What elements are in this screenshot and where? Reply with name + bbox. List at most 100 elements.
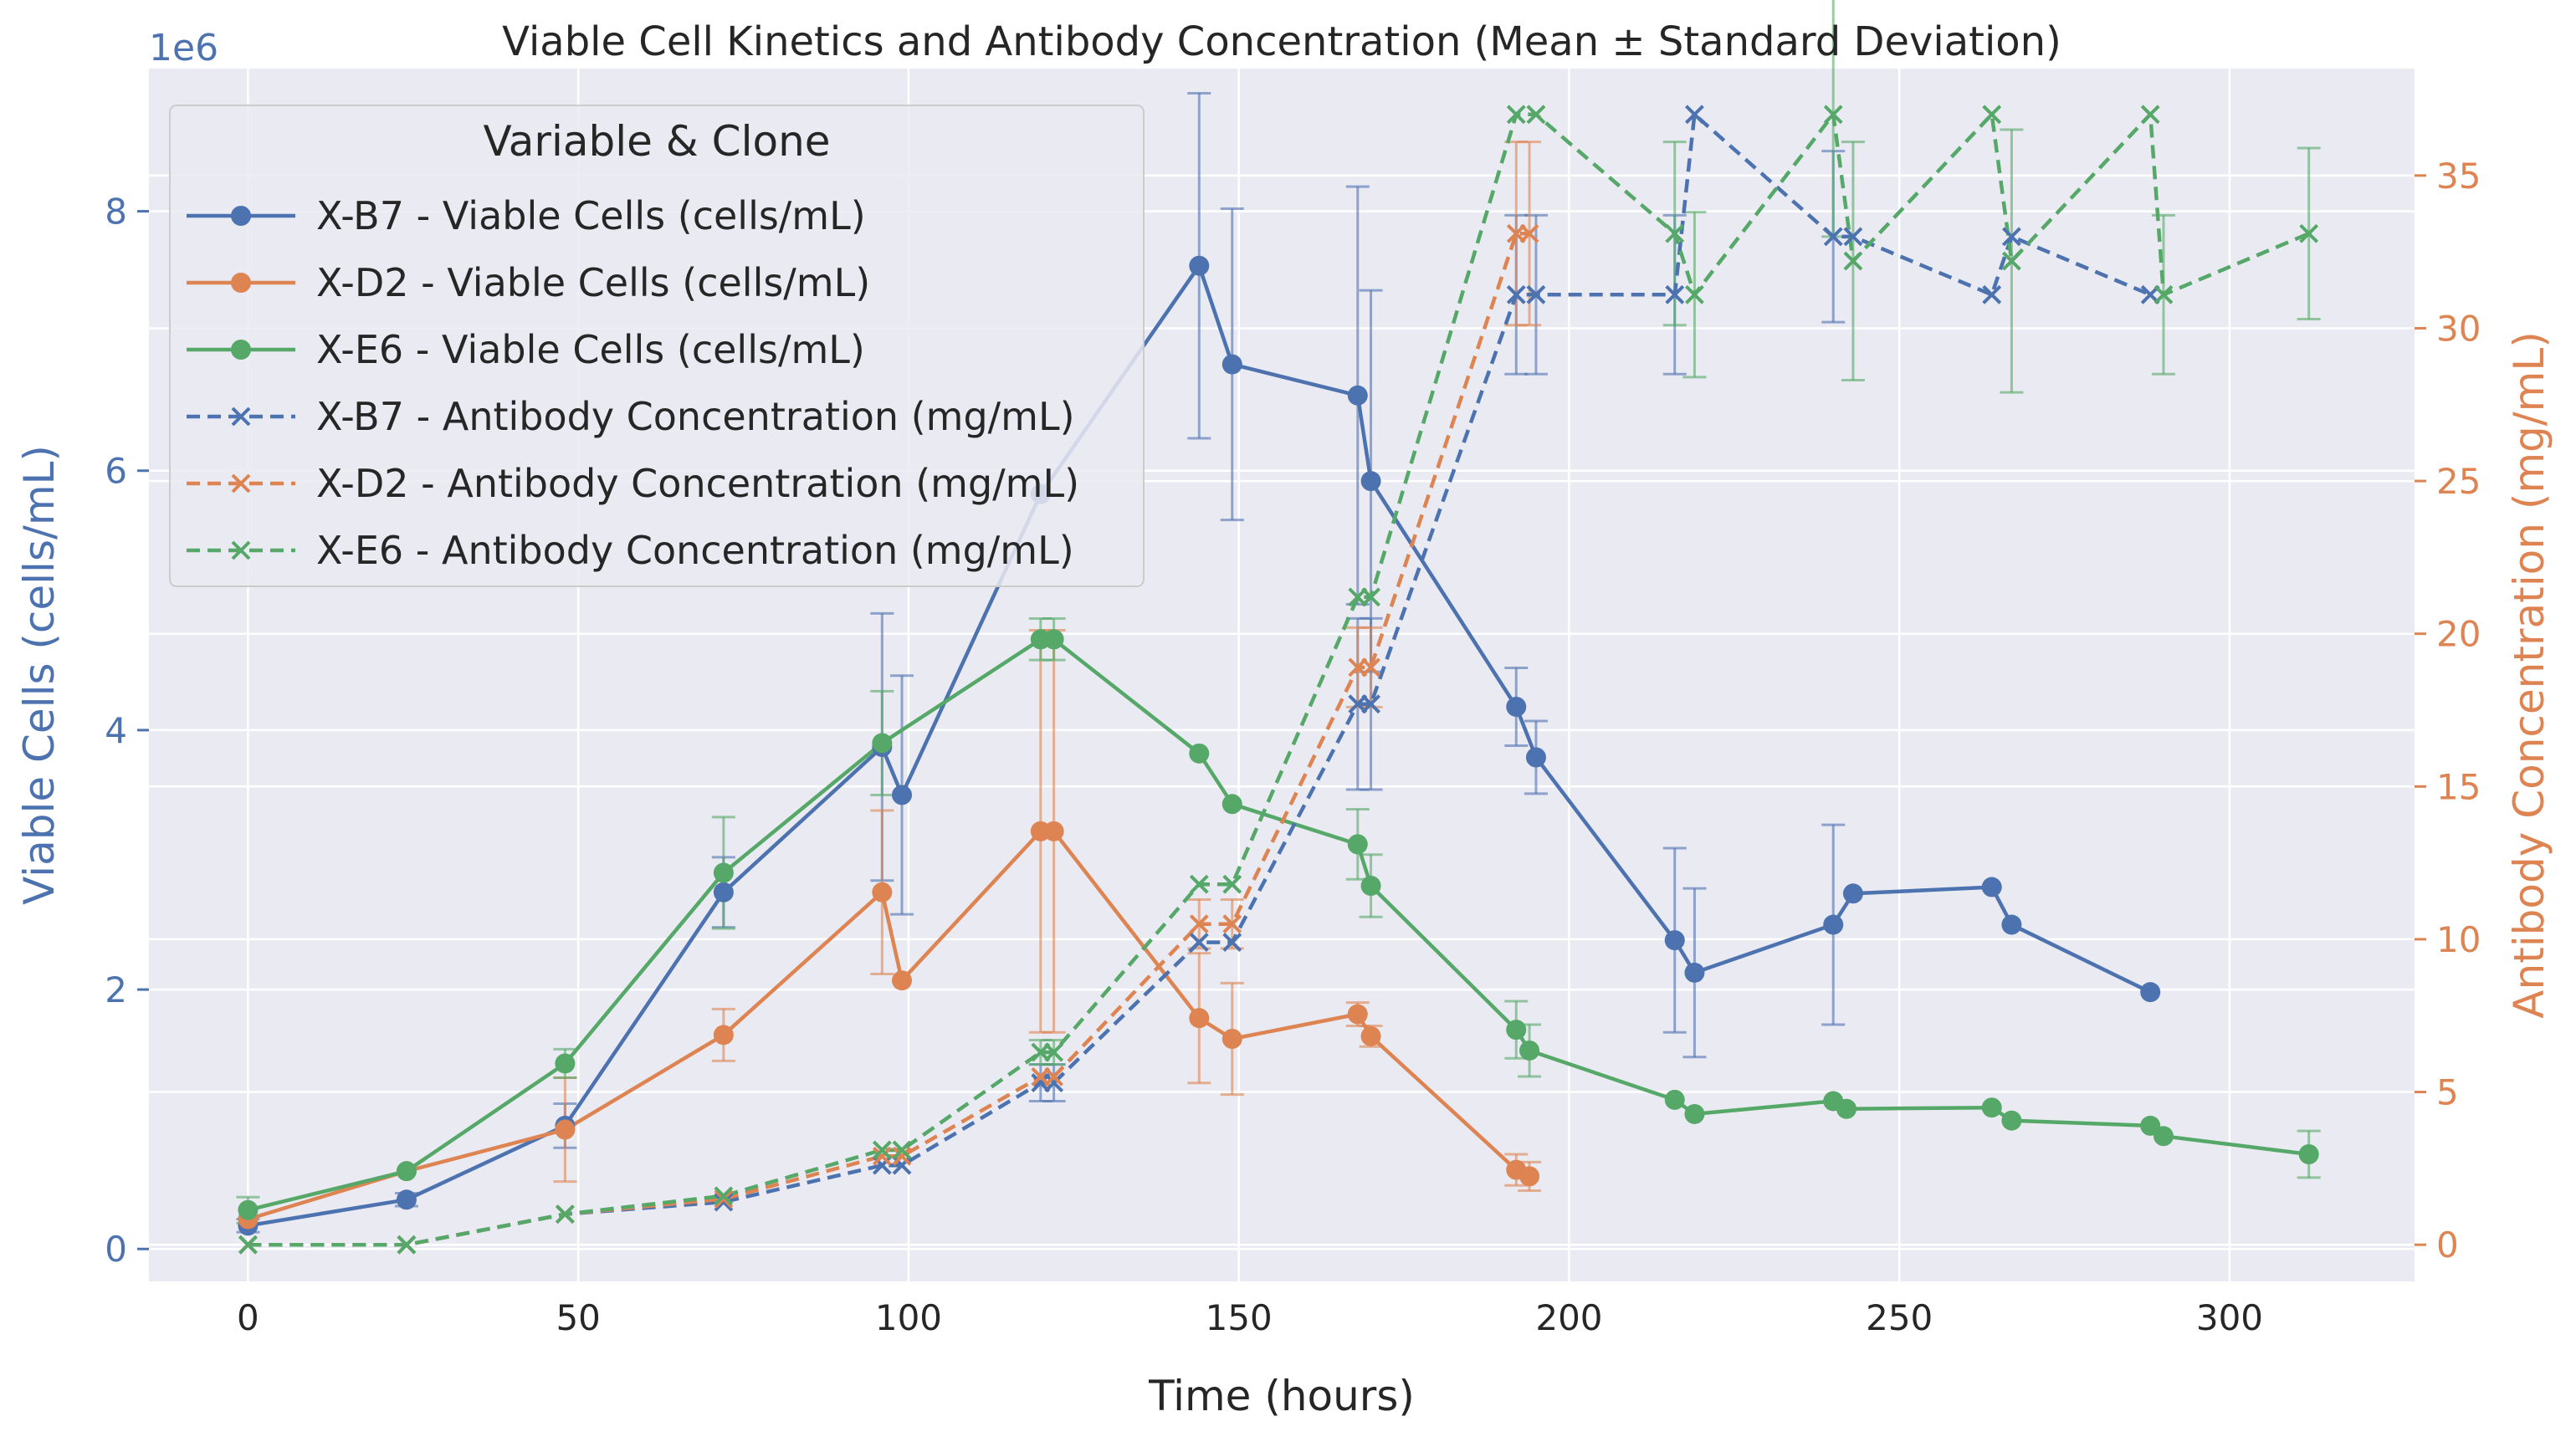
data-point bbox=[1843, 227, 1863, 247]
y-right-tick-label: 15 bbox=[2436, 766, 2481, 807]
data-point bbox=[1189, 1008, 1210, 1029]
y-right-tick-label: 0 bbox=[2436, 1225, 2459, 1266]
x-tick-label: 300 bbox=[2196, 1297, 2263, 1338]
data-point bbox=[2140, 105, 2160, 125]
data-point bbox=[892, 1146, 912, 1166]
data-point bbox=[1684, 1103, 1705, 1124]
data-point bbox=[1506, 1020, 1527, 1041]
data-point bbox=[872, 1146, 892, 1166]
data-point bbox=[1361, 587, 1380, 607]
x-tick-label: 250 bbox=[1866, 1297, 1933, 1338]
y-left-tick-labels: 0 2 4 6 8 bbox=[105, 192, 149, 1270]
data-point bbox=[713, 1025, 734, 1046]
y-right-tick-label: 25 bbox=[2436, 461, 2481, 502]
x-tick-label: 100 bbox=[875, 1297, 942, 1338]
data-point bbox=[714, 1192, 734, 1212]
data-point bbox=[1221, 1029, 1242, 1049]
legend-entry-label: X-B7 - Viable Cells (cells/mL) bbox=[316, 193, 866, 238]
data-point bbox=[1519, 1040, 1540, 1061]
y-left-tick-label: 6 bbox=[105, 451, 127, 492]
legend-marker-sample bbox=[231, 273, 251, 293]
data-point bbox=[1506, 284, 1526, 304]
grid-lines bbox=[149, 69, 2415, 1281]
data-point bbox=[1525, 747, 1546, 768]
data-point bbox=[1981, 1097, 2002, 1118]
data-point bbox=[892, 1140, 912, 1160]
y-right-axis-label: Antibody Concentration (mg/mL) bbox=[2505, 331, 2553, 1018]
legend-box bbox=[169, 105, 1145, 587]
data-point bbox=[1685, 284, 1704, 304]
data-point bbox=[1665, 223, 1685, 243]
data-point bbox=[1842, 883, 1863, 904]
legend-marker-sample bbox=[231, 407, 251, 427]
legend-entry-label: X-B7 - Antibody Concentration (mg/mL) bbox=[316, 394, 1075, 439]
series-line bbox=[247, 637, 2309, 1212]
x-tick-label: 0 bbox=[237, 1297, 259, 1338]
data-point bbox=[396, 1189, 417, 1210]
y-left-tick-label: 0 bbox=[105, 1229, 127, 1270]
chart-title: Viable Cell Kinetics and Antibody Concen… bbox=[502, 18, 2061, 65]
data-point bbox=[396, 1161, 417, 1182]
y-left-offset-label: 1e6 bbox=[149, 27, 218, 69]
data-point bbox=[892, 785, 913, 805]
y-left-tick-label: 4 bbox=[105, 710, 127, 751]
data-point bbox=[1189, 933, 1209, 952]
y-right-tick-label: 30 bbox=[2436, 308, 2481, 349]
y-right-tick-labels: 0 5 10 15 20 25 30 35 bbox=[2415, 156, 2481, 1266]
data-point bbox=[1526, 105, 1546, 125]
data-point bbox=[1506, 105, 1526, 125]
y-right-tick-label: 10 bbox=[2436, 919, 2481, 960]
data-point bbox=[1222, 933, 1242, 952]
legend-entry-label: X-D2 - Antibody Concentration (mg/mL) bbox=[316, 461, 1079, 506]
data-point bbox=[1684, 962, 1705, 983]
data-point bbox=[2153, 284, 2174, 304]
data-point bbox=[872, 1140, 892, 1160]
y-left-tick-label: 8 bbox=[105, 192, 127, 233]
data-point bbox=[1526, 284, 1546, 304]
data-point bbox=[1044, 1042, 1064, 1062]
legend-title: Variable & Clone bbox=[483, 117, 830, 166]
data-point bbox=[1506, 696, 1527, 717]
data-point bbox=[1361, 657, 1380, 678]
data-point bbox=[2001, 1110, 2022, 1131]
data-point bbox=[555, 1204, 575, 1225]
data-point bbox=[1221, 354, 1242, 375]
data-point bbox=[713, 862, 734, 883]
y-right-tick-label: 35 bbox=[2436, 156, 2481, 197]
x-tick-label: 150 bbox=[1206, 1297, 1273, 1338]
data-point bbox=[1189, 874, 1209, 894]
legend-marker-sample bbox=[231, 473, 251, 493]
data-point bbox=[872, 733, 893, 754]
x-tick-label: 50 bbox=[556, 1297, 600, 1338]
data-point bbox=[1044, 1066, 1064, 1087]
data-point bbox=[1843, 251, 1863, 271]
data-point bbox=[1360, 1025, 1381, 1046]
data-point bbox=[1347, 1004, 1368, 1025]
data-point bbox=[1519, 223, 1539, 243]
data-point bbox=[555, 1119, 576, 1140]
data-point bbox=[2153, 1126, 2174, 1147]
x-tick-label: 200 bbox=[1535, 1297, 1602, 1338]
data-point bbox=[713, 882, 734, 903]
data-point bbox=[1347, 834, 1368, 855]
data-point bbox=[1981, 877, 2002, 897]
data-point bbox=[2001, 251, 2021, 271]
legend-items: X-B7 - Viable Cells (cells/mL) X-D2 - Via… bbox=[187, 193, 1079, 573]
data-point bbox=[238, 1235, 258, 1255]
data-point bbox=[1043, 629, 1064, 650]
legend: Variable & Clone X-B7 - Viable Cells (ce… bbox=[169, 105, 1145, 587]
data-point bbox=[1361, 694, 1380, 714]
legend-marker-sample bbox=[231, 540, 251, 560]
data-point bbox=[892, 970, 913, 991]
data-point bbox=[1189, 255, 1210, 276]
x-tick-labels: 0 50 100 150 200 250 300 bbox=[237, 1297, 2263, 1338]
data-point bbox=[1982, 284, 2002, 304]
data-point bbox=[1664, 930, 1685, 951]
data-point bbox=[1044, 1073, 1064, 1093]
data-point bbox=[397, 1235, 417, 1255]
data-point bbox=[1823, 105, 1843, 125]
data-point bbox=[1222, 874, 1242, 894]
data-point bbox=[1823, 227, 1843, 247]
y-left-tick-label: 2 bbox=[105, 969, 127, 1010]
data-point bbox=[2001, 914, 2022, 935]
